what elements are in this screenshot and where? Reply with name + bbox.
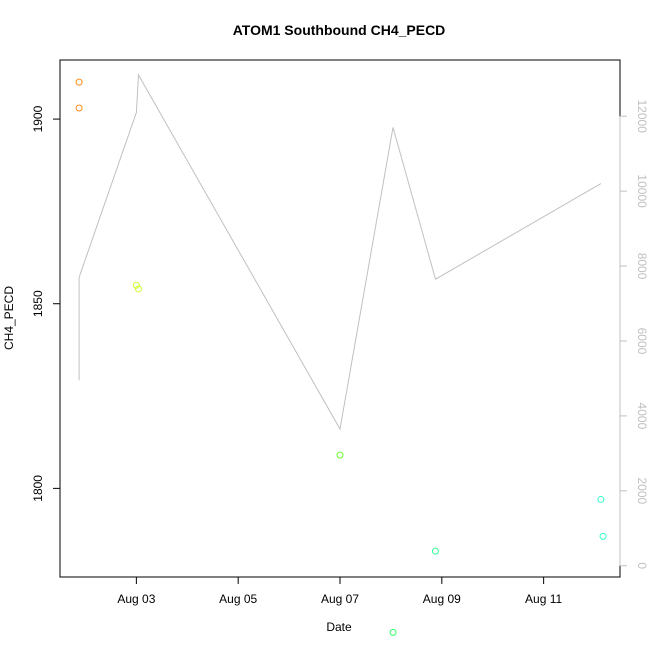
x-axis: Aug 03 Aug 05 Aug 07 Aug 09 Aug 11 (117, 576, 563, 606)
data-point (336, 451, 344, 459)
point-series (75, 78, 607, 636)
line-series (78, 73, 602, 431)
y2-tick-label: 4000 (635, 403, 649, 430)
data-point (75, 78, 83, 86)
y-tick-label: 1800 (31, 475, 45, 502)
y2-tick-label: 8000 (635, 253, 649, 280)
y-tick-label: 1900 (31, 105, 45, 132)
data-point (389, 628, 397, 636)
y2-tick-label: 0 (635, 562, 649, 569)
y-tick-label: 1850 (31, 290, 45, 317)
data-point (134, 285, 142, 293)
x-tick-label: Aug 09 (423, 592, 461, 606)
x-axis-label: Date (326, 620, 352, 634)
line-series-path (78, 73, 602, 431)
x-tick-label: Aug 03 (117, 592, 155, 606)
y2-tick-label: 12000 (635, 100, 649, 134)
y2-tick-label: 2000 (635, 477, 649, 504)
data-point (597, 495, 605, 503)
data-point (599, 532, 607, 540)
y2-tick-label: 6000 (635, 328, 649, 355)
data-point (75, 104, 83, 112)
y2-tick-label: 10000 (635, 174, 649, 208)
chart-title: ATOM1 Southbound CH4_PECD (233, 22, 446, 38)
data-point (431, 547, 439, 555)
y-axis-label: CH4_PECD (2, 286, 16, 350)
x-tick-label: Aug 05 (219, 592, 257, 606)
x-tick-label: Aug 07 (321, 592, 359, 606)
data-point (132, 281, 140, 289)
y2-axis: 0 2000 4000 6000 8000 10000 12000 (619, 100, 649, 569)
plot-frame (59, 59, 621, 578)
y-axis: 1800 1850 1900 (31, 105, 61, 502)
x-tick-label: Aug 11 (525, 592, 562, 606)
